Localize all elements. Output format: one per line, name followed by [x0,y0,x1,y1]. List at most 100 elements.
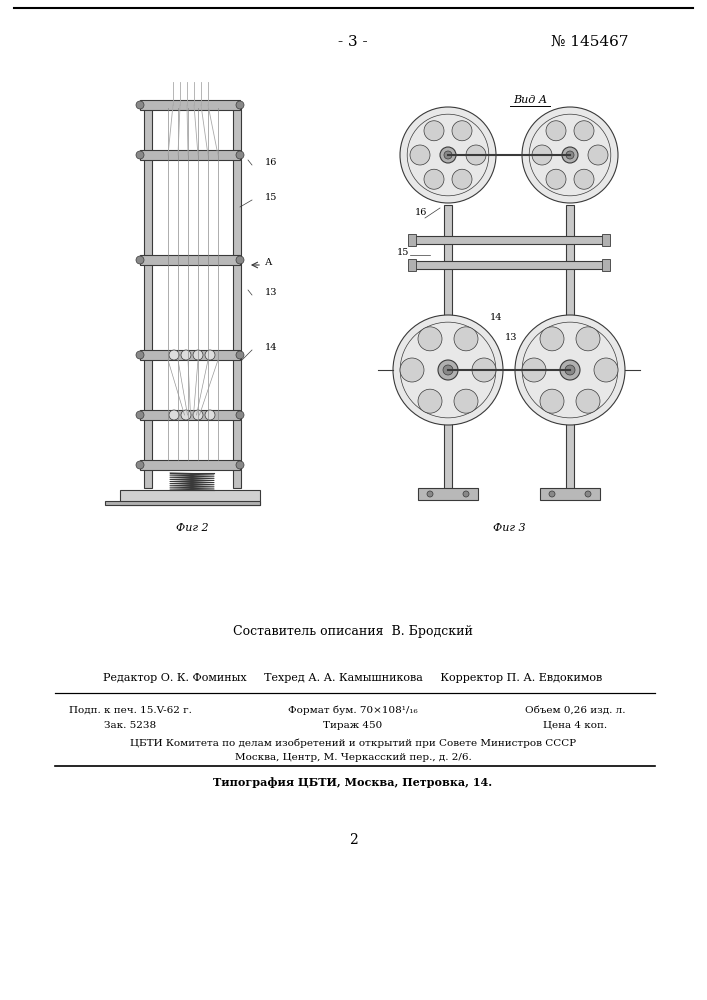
Text: Фиг 2: Фиг 2 [175,523,209,533]
Bar [140,460,240,470]
Bar [602,234,610,246]
Bar [413,261,603,269]
Circle shape [443,365,453,375]
Circle shape [136,461,144,469]
Circle shape [181,410,191,420]
Circle shape [522,107,618,203]
Circle shape [438,360,458,380]
Circle shape [400,107,496,203]
Text: Типография ЦБТИ, Москва, Петровка, 14.: Типография ЦБТИ, Москва, Петровка, 14. [214,776,493,788]
Circle shape [418,327,442,351]
Circle shape [546,169,566,189]
Circle shape [136,151,144,159]
Circle shape [565,365,575,375]
Circle shape [193,350,203,360]
Circle shape [205,410,215,420]
Circle shape [574,121,594,141]
Circle shape [594,358,618,382]
Circle shape [410,145,430,165]
Circle shape [562,147,578,163]
Text: 2: 2 [349,833,357,847]
Circle shape [585,491,591,497]
Text: 16: 16 [415,208,427,217]
Text: Цена 4 коп.: Цена 4 коп. [543,720,607,730]
Bar [408,259,416,271]
Circle shape [236,411,244,419]
Bar [140,150,240,160]
Circle shape [576,389,600,413]
Bar [140,255,240,265]
Text: Формат бум. 70×108¹/₁₆: Формат бум. 70×108¹/₁₆ [288,705,418,715]
Circle shape [169,350,179,360]
Bar [140,410,240,420]
Circle shape [427,491,433,497]
Text: 16: 16 [265,158,277,167]
Circle shape [400,358,424,382]
Circle shape [588,145,608,165]
Bar [233,105,241,488]
Circle shape [393,315,503,425]
Text: Объем 0,26 изд. л.: Объем 0,26 изд. л. [525,706,625,714]
Text: 13: 13 [505,333,518,342]
Circle shape [515,315,625,425]
Circle shape [236,461,244,469]
Bar [418,488,478,500]
Circle shape [574,169,594,189]
Circle shape [424,121,444,141]
Circle shape [540,327,564,351]
Text: 14: 14 [490,313,503,322]
Circle shape [549,491,555,497]
Circle shape [205,350,215,360]
Text: Редактор О. К. Фоминых     Техред А. А. Камышникова     Корректор П. А. Евдокимо: Редактор О. К. Фоминых Техред А. А. Камы… [103,673,602,683]
Text: ЦБТИ Комитета по делам изобретений и открытий при Совете Министров СССР: ЦБТИ Комитета по делам изобретений и отк… [130,738,576,748]
Circle shape [444,151,452,159]
Circle shape [440,147,456,163]
Circle shape [452,169,472,189]
Circle shape [424,169,444,189]
Circle shape [193,410,203,420]
Bar [408,234,416,246]
Circle shape [236,351,244,359]
Circle shape [418,389,442,413]
Circle shape [181,350,191,360]
Circle shape [540,389,564,413]
Circle shape [169,410,179,420]
Bar [140,100,240,110]
Circle shape [136,256,144,264]
Text: Зак. 5238: Зак. 5238 [104,720,156,730]
Circle shape [463,491,469,497]
Text: Москва, Центр, М. Черкасский пер., д. 2/6.: Москва, Центр, М. Черкасский пер., д. 2/… [235,752,472,762]
Circle shape [236,101,244,109]
Circle shape [466,145,486,165]
Text: 15: 15 [397,248,409,257]
Text: А: А [265,258,272,267]
Circle shape [136,411,144,419]
Circle shape [576,327,600,351]
Circle shape [236,256,244,264]
Text: Тираж 450: Тираж 450 [323,720,382,730]
Circle shape [566,151,574,159]
Bar [540,488,600,500]
Text: 14: 14 [265,343,278,352]
Bar [602,259,610,271]
Circle shape [136,101,144,109]
Text: 13: 13 [265,288,278,297]
Bar [413,236,603,244]
Bar [120,490,260,505]
Circle shape [532,145,552,165]
Bar [105,501,260,505]
Circle shape [136,351,144,359]
Circle shape [546,121,566,141]
Bar [140,350,240,360]
Circle shape [452,121,472,141]
Text: Вид А: Вид А [513,95,547,105]
Circle shape [472,358,496,382]
Text: Подп. к печ. 15.V-62 г.: Подп. к печ. 15.V-62 г. [69,706,192,714]
Text: - 3 -: - 3 - [338,35,368,49]
Bar [566,205,574,490]
Circle shape [236,151,244,159]
Text: 15: 15 [265,193,277,202]
Bar [144,105,152,488]
Circle shape [560,360,580,380]
Circle shape [454,389,478,413]
